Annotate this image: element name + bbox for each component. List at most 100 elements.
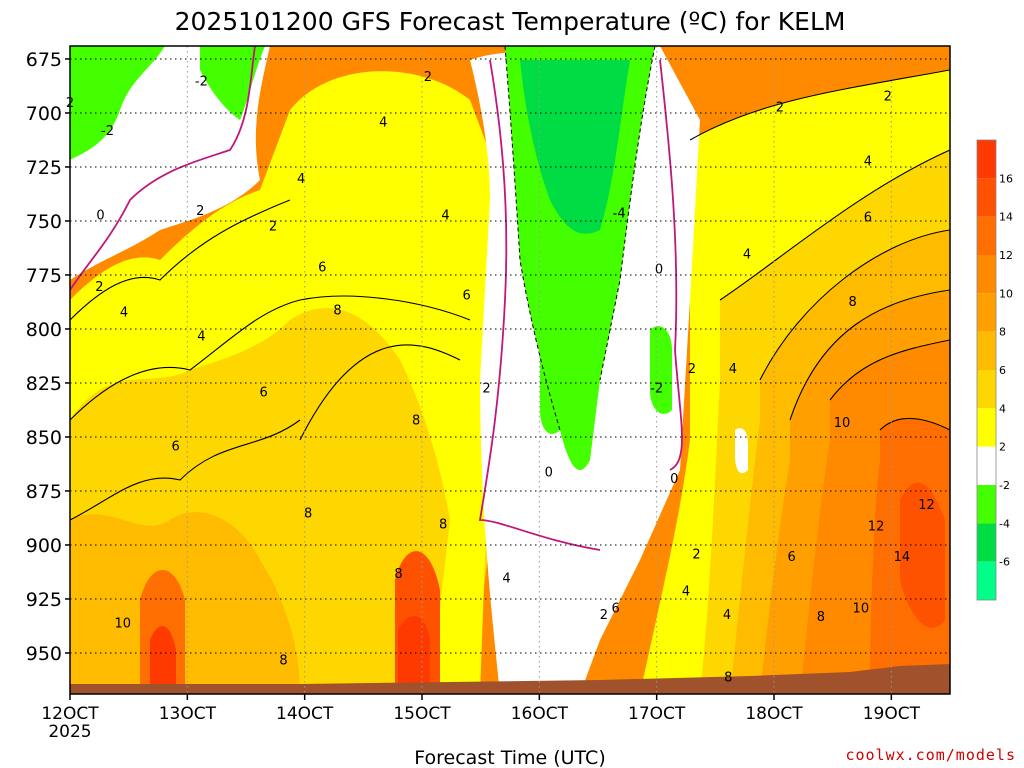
x-tick-label: 19OCT bbox=[863, 704, 921, 724]
credit-text: coolwx.com/models bbox=[845, 746, 1016, 764]
contour-label: 2 bbox=[95, 280, 103, 295]
colorbar-label: 6 bbox=[999, 364, 1006, 377]
colorbar-label: 4 bbox=[999, 402, 1006, 415]
colorbar-bin bbox=[977, 255, 996, 294]
x-tick-label: 17OCT bbox=[628, 704, 686, 724]
contour-label: 4 bbox=[502, 571, 510, 586]
y-tick-label: 725 bbox=[26, 157, 62, 179]
contour-label: 6 bbox=[171, 440, 179, 455]
colorbar-bin bbox=[977, 178, 996, 217]
x-tick-label: 16OCT bbox=[511, 704, 569, 724]
contour-label: 4 bbox=[297, 172, 305, 187]
contour-label: 8 bbox=[817, 610, 825, 625]
contour-label: -2 bbox=[101, 124, 114, 139]
y-tick-label: 925 bbox=[26, 589, 62, 611]
colorbar-label: -4 bbox=[999, 517, 1010, 530]
plot-area bbox=[70, 46, 950, 694]
contour-label: 8 bbox=[439, 517, 447, 532]
colorbar-bin bbox=[977, 216, 996, 255]
y-tick-label: 800 bbox=[26, 319, 62, 341]
colorbar-bin bbox=[977, 523, 996, 562]
contour-label: 0 bbox=[655, 262, 663, 277]
contour-label: 0 bbox=[545, 466, 553, 481]
contour-label: 10 bbox=[834, 416, 851, 431]
y-tick-label: 750 bbox=[26, 211, 62, 233]
colorbar-bin bbox=[977, 370, 996, 409]
contour-label: 6 bbox=[462, 288, 470, 303]
band-2 bbox=[70, 71, 500, 694]
contour-label: 2 bbox=[482, 381, 490, 396]
band-hot-4 bbox=[150, 626, 176, 694]
grid bbox=[69, 46, 950, 694]
chart-title: 2025101200 GFS Forecast Temperature (ºC)… bbox=[175, 7, 846, 36]
contour-label: 2 bbox=[196, 204, 204, 219]
contour-label: 14 bbox=[894, 550, 911, 565]
contour-label: 4 bbox=[864, 154, 872, 169]
x-tick-label: 18OCT bbox=[745, 704, 803, 724]
contour-label: 8 bbox=[724, 671, 732, 686]
colorbar-bin bbox=[977, 140, 996, 179]
contour-labels: -2 2 -2 0 2 4 2 2 4 6 6 10 8 4 6 8 8 2 4 4 6 8 8 8 2 4 0 -4 0 2 -2 0 2 4 6… bbox=[66, 70, 935, 685]
colorbar-frame bbox=[976, 139, 997, 601]
contour-label: 6 bbox=[259, 386, 267, 401]
zero-contour-lines bbox=[70, 46, 683, 551]
y-tick-label: 850 bbox=[26, 427, 62, 449]
negative-contour-lines bbox=[504, 46, 656, 431]
contour-label: 2 bbox=[776, 100, 784, 115]
contour-label: 0 bbox=[96, 208, 104, 223]
contour-label: 4 bbox=[729, 362, 737, 377]
contour-label: 6 bbox=[318, 260, 326, 275]
x-tick-label: 15OCT bbox=[393, 704, 451, 724]
y-axis: 675 700 725 750 775 800 825 850 875 900 925 950 bbox=[26, 49, 70, 665]
colorbar-label: 16 bbox=[999, 172, 1013, 185]
contour-label: 4 bbox=[682, 584, 690, 599]
contour-label: 4 bbox=[743, 247, 751, 262]
contour-label: 4 bbox=[197, 329, 205, 344]
contour-label: 10 bbox=[115, 617, 132, 632]
contour-label: 6 bbox=[611, 602, 619, 617]
colorbar-bin bbox=[977, 446, 996, 485]
contour-label: 2 bbox=[884, 90, 892, 105]
plot-frame bbox=[69, 45, 951, 695]
contour-label: 2 bbox=[269, 219, 277, 234]
contour-label: -2 bbox=[650, 381, 663, 396]
band-nw-green bbox=[70, 46, 165, 160]
colorbar-bin bbox=[977, 561, 996, 600]
y-tick-label: 775 bbox=[26, 265, 62, 287]
contour-label: 10 bbox=[853, 602, 870, 617]
band-cool-pocket bbox=[735, 428, 748, 474]
band-14-east bbox=[900, 482, 945, 628]
contour-label: -4 bbox=[613, 206, 626, 221]
contour-label: 12 bbox=[918, 498, 935, 513]
contour-label: 2 bbox=[692, 548, 700, 563]
band-nw-green-2 bbox=[200, 46, 265, 120]
x-tick-label: 12OCT bbox=[41, 704, 99, 724]
contour-label: 6 bbox=[864, 211, 872, 226]
contour-label: 2 bbox=[600, 608, 608, 623]
y-tick-label: 675 bbox=[26, 49, 62, 71]
contour-label: 2 bbox=[688, 362, 696, 377]
y-tick-label: 825 bbox=[26, 373, 62, 395]
y-tick-label: 700 bbox=[26, 103, 62, 125]
contour-label: 8 bbox=[412, 414, 420, 429]
contour-label: 12 bbox=[868, 520, 885, 535]
y-tick-label: 875 bbox=[26, 481, 62, 503]
colorbar-bin bbox=[977, 293, 996, 332]
contour-label: 4 bbox=[379, 116, 387, 131]
contour-label: -2 bbox=[195, 75, 208, 90]
y-tick-label: 950 bbox=[26, 643, 62, 665]
x-tick-label: 14OCT bbox=[276, 704, 334, 724]
band-minus2-blob-2 bbox=[650, 326, 672, 414]
contour-label: 4 bbox=[723, 608, 731, 623]
contour-lines bbox=[70, 69, 950, 521]
contour-label: 6 bbox=[787, 550, 795, 565]
colorbar-label: 14 bbox=[999, 211, 1013, 224]
contour-label: 8 bbox=[333, 304, 341, 319]
colorbar-label: 2 bbox=[999, 441, 1006, 454]
contour-label: 0 bbox=[670, 472, 678, 487]
contour-label: 2 bbox=[424, 70, 432, 85]
colorbar-label: -6 bbox=[999, 556, 1010, 569]
colorbar-bin bbox=[977, 408, 996, 447]
